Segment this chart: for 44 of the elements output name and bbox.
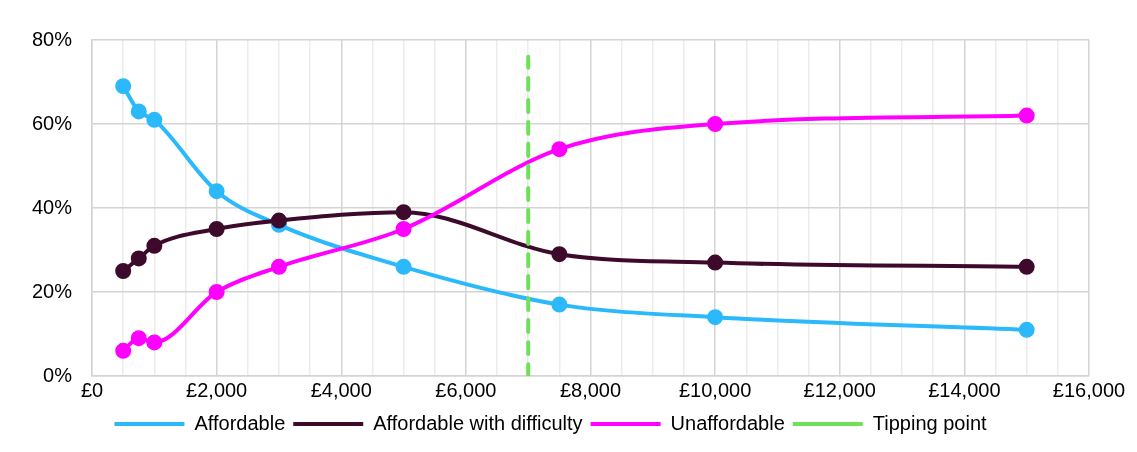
legend-label: Unaffordable — [670, 411, 785, 434]
point — [395, 221, 412, 237]
y-tick-label: 20% — [32, 279, 73, 302]
x-tick-label: £0 — [80, 378, 104, 401]
y-tick-label: 0% — [43, 363, 73, 386]
point — [395, 258, 412, 275]
x-tick-label: £8,000 — [559, 378, 622, 401]
y-tick-label: 60% — [32, 111, 73, 134]
legend-label: Affordable with difficulty — [373, 411, 583, 434]
point — [707, 116, 724, 132]
point — [115, 78, 132, 95]
point — [115, 263, 132, 279]
point — [270, 212, 287, 229]
point — [208, 221, 225, 237]
point — [130, 330, 147, 347]
point — [395, 204, 412, 221]
point — [146, 334, 163, 351]
point — [1018, 321, 1035, 338]
point — [551, 141, 568, 158]
point — [1018, 258, 1035, 275]
y-tick-label: 80% — [32, 27, 73, 50]
legend-label: Tipping point — [872, 411, 988, 434]
point — [1018, 107, 1035, 124]
point — [146, 111, 163, 128]
point — [208, 183, 225, 200]
x-tick-label: £10,000 — [678, 378, 752, 401]
point — [707, 254, 724, 271]
point — [551, 246, 568, 263]
x-tick-label: £12,000 — [803, 378, 876, 401]
point — [130, 103, 147, 120]
point — [115, 342, 132, 359]
legend-label: Affordable — [194, 411, 286, 434]
point — [130, 250, 147, 267]
point — [707, 309, 724, 326]
x-tick-label: £2,000 — [186, 378, 248, 401]
point — [146, 237, 163, 254]
x-tick-label: £14,000 — [928, 378, 1001, 401]
point — [208, 284, 225, 300]
x-tick-label: £16,000 — [1052, 378, 1126, 401]
x-tick-label: £6,000 — [435, 378, 497, 401]
y-tick-label: 40% — [32, 195, 73, 218]
point — [551, 296, 568, 313]
x-tick-label: £4,000 — [310, 378, 372, 401]
point — [270, 258, 287, 275]
